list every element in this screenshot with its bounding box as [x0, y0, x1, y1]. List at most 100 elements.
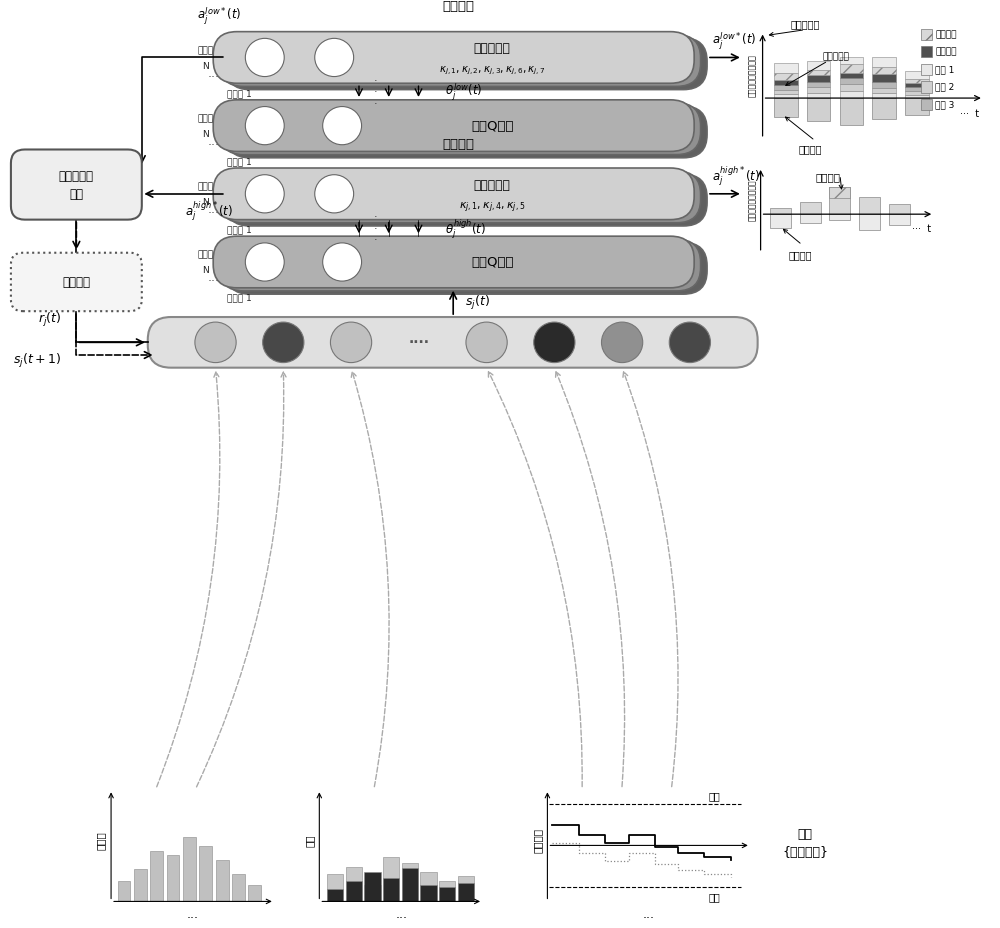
Circle shape — [315, 39, 354, 77]
Text: 高层Q学习: 高层Q学习 — [471, 256, 513, 269]
Circle shape — [245, 39, 284, 77]
Bar — [150, 851, 163, 901]
Text: ···  t: ··· t — [912, 224, 931, 234]
Bar — [800, 215, 821, 224]
Bar — [905, 99, 929, 115]
Circle shape — [323, 108, 362, 146]
Bar — [167, 856, 179, 901]
Bar — [364, 872, 381, 901]
Bar — [840, 85, 863, 92]
Bar — [774, 86, 798, 91]
Bar — [872, 84, 896, 88]
Bar — [872, 94, 896, 99]
Bar — [774, 91, 798, 95]
Text: 充电状态: 充电状态 — [532, 828, 542, 853]
Text: 微电网 1: 微电网 1 — [227, 226, 252, 234]
Text: ·
·
·: · · · — [374, 213, 378, 245]
Bar — [829, 187, 850, 200]
Text: 延迟观测: 延迟观测 — [62, 277, 90, 290]
Bar — [807, 83, 830, 88]
FancyBboxPatch shape — [213, 237, 694, 289]
Bar — [872, 68, 896, 74]
FancyBboxPatch shape — [220, 104, 701, 155]
Bar — [774, 81, 798, 86]
Text: $\kappa_{j,1},\kappa_{j,4},\kappa_{j,5}$: $\kappa_{j,1},\kappa_{j,4},\kappa_{j,5}$ — [459, 200, 525, 214]
Bar — [770, 209, 791, 215]
Bar — [402, 869, 418, 901]
Bar — [921, 65, 932, 76]
FancyBboxPatch shape — [220, 35, 701, 87]
Text: $\kappa_{j,1},\kappa_{j,2},\kappa_{j,3},\kappa_{j,6},\kappa_{j,7}$: $\kappa_{j,1},\kappa_{j,2},\kappa_{j,3},… — [439, 65, 545, 77]
Bar — [807, 99, 830, 122]
Bar — [800, 202, 821, 215]
Text: 机组 2: 机组 2 — [935, 83, 954, 92]
Bar — [921, 99, 932, 111]
Bar — [921, 47, 932, 58]
Circle shape — [245, 175, 284, 213]
Text: $\theta_j^{high}(t)$: $\theta_j^{high}(t)$ — [445, 217, 486, 240]
Bar — [921, 83, 932, 94]
FancyBboxPatch shape — [226, 175, 707, 226]
FancyBboxPatch shape — [226, 39, 707, 91]
Bar — [327, 889, 343, 901]
Bar — [383, 857, 399, 901]
Bar — [774, 95, 798, 99]
Text: ···: ··· — [207, 71, 219, 84]
Text: $a_j^{high*}(t)$: $a_j^{high*}(t)$ — [712, 164, 760, 187]
Text: 可再生能源: 可再生能源 — [791, 19, 820, 29]
Bar — [383, 878, 399, 901]
Circle shape — [601, 323, 643, 363]
Text: $a_j^{low*}(t)$: $a_j^{low*}(t)$ — [712, 31, 756, 52]
Text: $a_j^{low*}(t)$: $a_j^{low*}(t)$ — [197, 6, 242, 27]
Bar — [807, 75, 830, 83]
Circle shape — [245, 244, 284, 282]
Bar — [840, 99, 863, 126]
Text: 电价: 电价 — [304, 833, 314, 846]
Text: ···  t: ··· t — [960, 109, 979, 119]
Bar — [439, 887, 455, 901]
Text: N: N — [202, 61, 209, 71]
Text: 上限: 上限 — [708, 791, 720, 800]
Circle shape — [315, 175, 354, 213]
Bar — [774, 73, 798, 81]
Circle shape — [534, 323, 575, 363]
Text: ···: ··· — [207, 207, 219, 220]
Bar — [807, 62, 830, 71]
FancyBboxPatch shape — [220, 240, 701, 291]
Text: 知识规则：: 知识规则： — [474, 42, 511, 55]
Bar — [420, 872, 437, 901]
Text: 知识规则：: 知识规则： — [474, 178, 511, 191]
Bar — [807, 71, 830, 75]
Circle shape — [330, 323, 372, 363]
Bar — [905, 71, 929, 80]
Bar — [458, 883, 474, 901]
Bar — [439, 882, 455, 901]
Text: 本地负荷: 本地负荷 — [798, 144, 822, 153]
Circle shape — [669, 323, 710, 363]
Text: 微电网: 微电网 — [197, 251, 213, 260]
Bar — [859, 215, 880, 230]
Text: 下限: 下限 — [708, 891, 720, 901]
Text: ···: ··· — [207, 276, 219, 289]
FancyBboxPatch shape — [213, 101, 694, 152]
Bar — [905, 80, 929, 84]
Text: ···: ··· — [207, 139, 219, 152]
Bar — [905, 84, 929, 88]
FancyBboxPatch shape — [213, 169, 694, 220]
Bar — [859, 198, 880, 215]
Text: 微电网: 微电网 — [197, 114, 213, 123]
FancyBboxPatch shape — [226, 243, 707, 295]
Text: $a_j^{high*}(t)$: $a_j^{high*}(t)$ — [185, 200, 234, 223]
Bar — [905, 96, 929, 99]
Bar — [840, 58, 863, 65]
Text: 时间
{小时，天}: 时间 {小时，天} — [782, 828, 828, 858]
Text: 电池储能: 电池储能 — [935, 47, 957, 57]
Bar — [199, 846, 212, 901]
Bar — [232, 874, 245, 901]
Bar — [807, 94, 830, 99]
Bar — [872, 58, 896, 68]
Text: 低层Q学习: 低层Q学习 — [471, 120, 513, 133]
Bar — [774, 64, 798, 73]
Bar — [118, 882, 130, 901]
Circle shape — [466, 323, 507, 363]
